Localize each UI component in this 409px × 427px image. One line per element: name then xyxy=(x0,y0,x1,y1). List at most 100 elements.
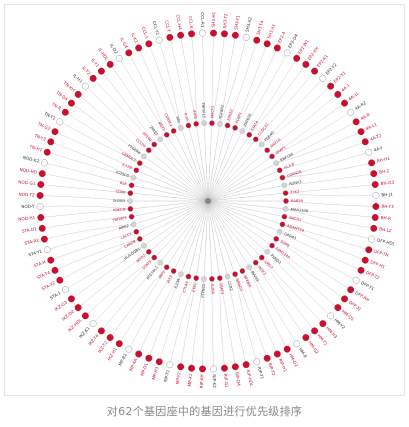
center-edge xyxy=(207,200,262,258)
gene-node xyxy=(145,354,153,362)
center-edge xyxy=(207,185,285,202)
center-edge xyxy=(207,200,256,263)
gene-edge xyxy=(271,245,345,299)
gene-label: CCL-H4 xyxy=(175,14,183,30)
gene-edge xyxy=(71,103,145,157)
gene-label: CCL-X xyxy=(188,16,194,29)
gene-label: RIP-G1 xyxy=(223,373,229,388)
gene-edge xyxy=(279,231,362,271)
gene-edge xyxy=(50,141,134,178)
locus-node xyxy=(281,182,288,189)
center-edge xyxy=(166,200,209,268)
gene-label: DFP-XJ xyxy=(348,300,362,312)
gene-label: TN-XH xyxy=(62,80,76,93)
locus-label: NOD2 xyxy=(136,254,147,264)
gene-edge xyxy=(249,267,288,350)
gene-edge xyxy=(271,112,351,157)
gene-label: 4A-Y xyxy=(373,145,383,153)
gene-label: NOD-H1 xyxy=(18,215,36,222)
locus-label: ORMDL3 xyxy=(121,151,136,162)
gene-node xyxy=(37,214,45,221)
gene-edge xyxy=(255,262,306,338)
center-edge xyxy=(207,200,221,279)
gene-edge xyxy=(261,86,331,145)
center-hub xyxy=(205,198,211,204)
center-edge xyxy=(207,200,268,252)
locus-node xyxy=(276,229,283,235)
gene-label: RIP-XH xyxy=(199,374,204,388)
gene-label: DFP-RH xyxy=(354,290,370,303)
gene-label: DFP-Y1 xyxy=(360,280,375,291)
locus-label: ERAP1 xyxy=(275,145,287,155)
locus-label: ZMIZ1 xyxy=(149,125,159,136)
gene-label: RIP-D4 xyxy=(234,372,241,387)
center-edge xyxy=(207,192,286,202)
gene-edge xyxy=(271,103,345,157)
gene-edge xyxy=(148,274,182,359)
center-edge xyxy=(207,200,280,232)
locus-node xyxy=(246,264,253,270)
gene-edge xyxy=(234,43,268,128)
gene-edge xyxy=(47,224,134,250)
center-edge xyxy=(130,192,209,202)
locus-node xyxy=(209,276,215,282)
gene-label: BH-G3 xyxy=(380,180,394,186)
gene-node xyxy=(89,320,97,328)
center-edge xyxy=(207,177,283,202)
gene-label: RIP-HDL xyxy=(245,369,254,387)
gene-node xyxy=(135,44,143,52)
gene-label: STA-Y1 xyxy=(28,248,43,257)
gene-node xyxy=(361,256,369,264)
gene-label: IKZ-HDL xyxy=(67,317,83,333)
center-edge xyxy=(136,200,209,232)
gene-label: SH3-X2 xyxy=(244,16,252,32)
gene-node xyxy=(47,256,55,264)
locus-node xyxy=(146,147,152,153)
gene-edge xyxy=(78,251,149,308)
locus-node xyxy=(252,259,259,266)
gene-label: TN-Y3 xyxy=(33,133,47,142)
gene-edge xyxy=(242,52,288,132)
center-edge xyxy=(160,139,209,202)
edge-layer xyxy=(40,33,376,369)
gene-label: BH-J1 xyxy=(381,192,393,197)
center-edge xyxy=(207,156,273,202)
gene-edge xyxy=(219,278,225,369)
gene-label: EP2-XH xyxy=(307,46,320,61)
gene-edge xyxy=(47,152,134,178)
gene-edge xyxy=(40,208,131,218)
gene-node xyxy=(319,320,327,328)
locus-node xyxy=(137,160,143,166)
gene-label: IL-Y1 xyxy=(90,57,100,68)
locus-node xyxy=(282,190,289,196)
gene-edge xyxy=(285,184,376,194)
gene-label: IKZ-K1 xyxy=(78,325,91,339)
gene-edge xyxy=(180,278,197,367)
locus-node xyxy=(133,167,140,173)
center-edge xyxy=(207,123,221,202)
gene-edge xyxy=(282,152,369,178)
gene-label: MP-H3 xyxy=(151,366,160,381)
locus-label: HLA-B xyxy=(283,162,295,170)
locus-label: ADAMTS9 xyxy=(287,224,306,233)
locus-label: SH2B3 xyxy=(113,199,125,203)
gene-label: DFP-H1 xyxy=(370,259,386,269)
gene-edge xyxy=(227,40,257,126)
gene-label: SH3-H1 xyxy=(211,11,217,27)
locus-node xyxy=(170,268,177,274)
gene-node xyxy=(155,358,163,366)
gene-edge xyxy=(284,173,374,186)
gene-edge xyxy=(169,37,189,126)
gene-node xyxy=(253,358,261,366)
gene-node xyxy=(115,54,123,62)
gene-label: EP2-W1 xyxy=(297,38,310,54)
gene-node xyxy=(61,286,69,294)
gene-edge xyxy=(169,278,197,365)
gene-label: SH3-X1 xyxy=(266,23,276,39)
gene-edge xyxy=(128,270,174,350)
gene-edge xyxy=(119,267,167,344)
gene-node xyxy=(341,295,349,303)
gene-node xyxy=(370,170,378,178)
locus-label: FOXP1 xyxy=(235,112,243,124)
figure-caption: 对62个基因座中的基因进行优先级排序 xyxy=(106,405,303,418)
